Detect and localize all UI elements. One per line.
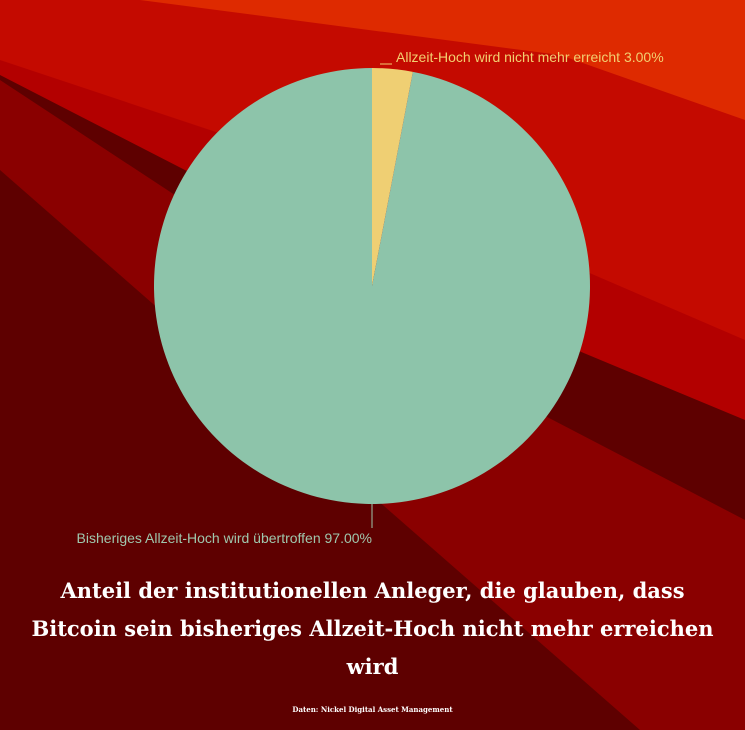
pie-chart xyxy=(154,68,590,504)
pie-slice-2 xyxy=(154,68,590,504)
caption-line-3: wird xyxy=(346,654,399,679)
caption-line-2: Bitcoin sein bisheriges Allzeit-Hoch nic… xyxy=(31,616,714,641)
pie-label-1: Allzeit-Hoch wird nicht mehr erreicht 3.… xyxy=(396,49,664,65)
chart-caption: Anteil der institutionellen Anleger, die… xyxy=(20,572,725,686)
bg-stripe-5 xyxy=(140,0,745,120)
pie-labels: Allzeit-Hoch wird nicht mehr erreicht 3.… xyxy=(77,49,664,546)
pie-label-2: Bisheriges Allzeit-Hoch wird übertroffen… xyxy=(77,530,372,546)
pie-slice-1 xyxy=(372,68,413,286)
data-source-note: Daten: Nickel Digital Asset Management xyxy=(292,705,453,714)
caption-line-1: Anteil der institutionellen Anleger, die… xyxy=(60,578,685,603)
